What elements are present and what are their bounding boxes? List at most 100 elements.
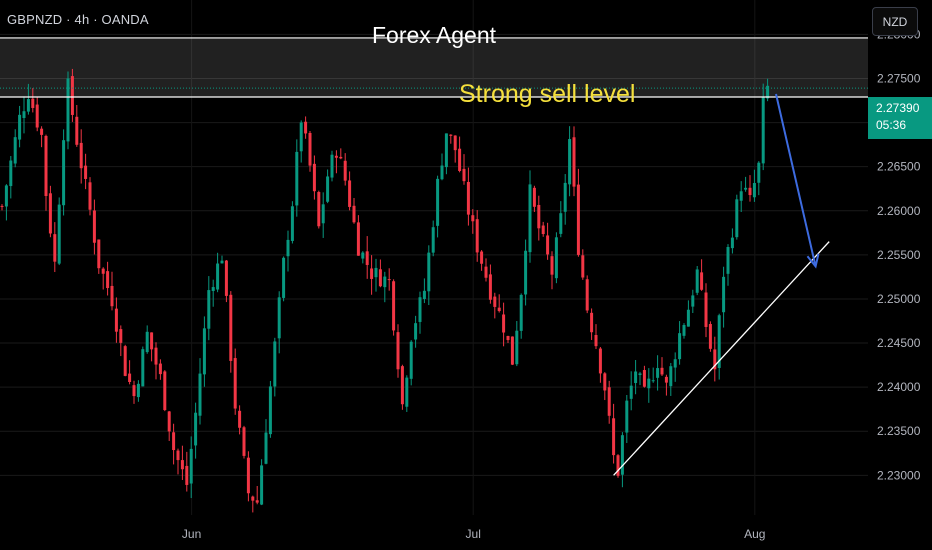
candle-body	[361, 252, 365, 259]
candle-body	[132, 385, 136, 397]
candle-body	[35, 104, 39, 128]
candle-body	[330, 154, 334, 178]
candle-body	[26, 99, 30, 112]
candle-body	[431, 227, 435, 253]
overlays	[0, 37, 868, 476]
candle-body	[392, 281, 396, 331]
candle-body	[44, 135, 48, 197]
candle-body	[229, 294, 233, 361]
candle-body	[686, 309, 690, 327]
chart-title: Forex Agent	[371, 22, 497, 48]
candle-body	[572, 137, 576, 187]
candle-body	[669, 366, 673, 387]
candle-body	[444, 133, 448, 168]
candle-body	[651, 380, 655, 382]
candle-body	[308, 132, 312, 166]
candle-body	[167, 411, 171, 432]
candle-body	[352, 205, 356, 223]
symbol-info[interactable]: GBPNZD · 4h · OANDA	[7, 12, 149, 27]
candle-body	[642, 370, 646, 387]
candle-body	[418, 297, 422, 322]
candle-body	[136, 383, 140, 398]
last-price: 2.27390	[876, 101, 920, 115]
y-tick-label: 2.24000	[877, 380, 921, 394]
candle-body	[515, 330, 519, 365]
candle-body	[119, 329, 123, 343]
y-tick-label: 2.23500	[877, 424, 921, 438]
candle-body	[576, 184, 580, 255]
y-tick-label: 2.24500	[877, 336, 921, 350]
y-tick-label: 2.25000	[877, 292, 921, 306]
candle-body	[348, 180, 352, 207]
candle-body	[739, 191, 743, 201]
candle-body	[92, 210, 96, 243]
candle-body	[708, 324, 712, 349]
candle-body	[189, 448, 193, 484]
candle-body	[612, 418, 616, 456]
candle-body	[585, 279, 589, 311]
candle-body	[616, 455, 620, 476]
candle-body	[57, 204, 61, 264]
candle-body	[370, 268, 374, 279]
candle-body	[554, 237, 558, 279]
candle-body	[84, 165, 88, 179]
candle-body	[713, 349, 717, 370]
candle-body	[726, 247, 730, 274]
candle-body	[295, 151, 299, 206]
candle-body	[282, 257, 286, 298]
candle-body	[158, 363, 162, 375]
candle-body	[150, 332, 154, 350]
candle-body	[638, 373, 642, 375]
candle-body	[594, 335, 598, 347]
candle-body	[752, 183, 756, 198]
candle-body	[748, 187, 752, 196]
candle-body	[123, 346, 127, 376]
currency-button[interactable]: NZD	[872, 7, 918, 36]
candle-body	[682, 325, 686, 336]
candle-body	[414, 323, 418, 340]
candle-body	[317, 192, 321, 227]
candle-body	[145, 331, 149, 353]
candle-body	[268, 386, 272, 435]
candle-body	[598, 348, 602, 374]
candle-body	[502, 314, 506, 333]
y-tick-label: 2.26000	[877, 204, 921, 218]
candle-body	[629, 385, 633, 399]
candle-body	[537, 204, 541, 229]
time-axis[interactable]: Jun Jul Aug	[182, 527, 766, 541]
candle-body	[238, 410, 242, 428]
candle-body	[211, 287, 215, 292]
candle-body	[207, 290, 211, 329]
candle-body	[506, 335, 510, 341]
candle-body	[440, 165, 444, 180]
candle-body	[312, 163, 316, 192]
candle-body	[343, 160, 347, 181]
y-tick-label: 2.25500	[877, 248, 921, 262]
candle-body	[563, 182, 567, 212]
candle-body	[559, 213, 563, 234]
candle-body	[163, 371, 167, 411]
candle-body	[220, 260, 224, 264]
candle-body	[620, 435, 624, 475]
candle-body	[480, 251, 484, 264]
candle-body	[695, 269, 699, 293]
candle-body	[154, 347, 158, 365]
candle-body	[128, 373, 132, 383]
candle-body	[691, 295, 695, 307]
candle-body	[180, 460, 184, 470]
candle-body	[383, 276, 387, 288]
candle-body	[255, 500, 259, 503]
candle-body	[400, 366, 404, 405]
candle-body	[396, 332, 400, 370]
candle-body	[458, 148, 462, 171]
candle-body	[224, 260, 228, 296]
candle-body	[449, 134, 453, 136]
candle-body	[387, 279, 391, 281]
candle-body	[172, 432, 176, 451]
candle-body	[475, 219, 479, 253]
y-tick-label: 2.26500	[877, 160, 921, 174]
candle-body	[524, 250, 528, 295]
candle-body	[471, 215, 475, 222]
candle-body	[260, 465, 264, 505]
